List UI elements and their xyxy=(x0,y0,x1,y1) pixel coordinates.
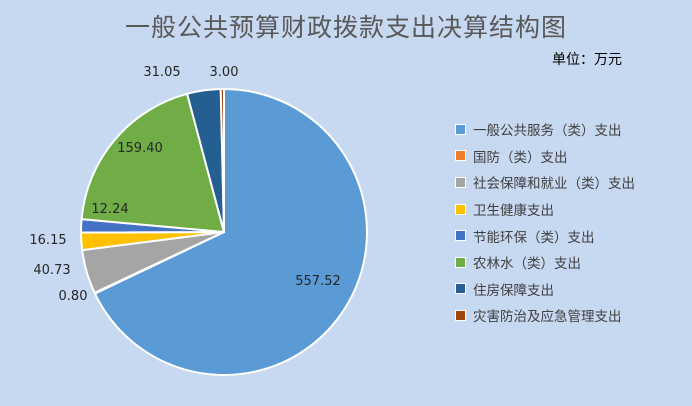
pie-slices xyxy=(79,87,368,376)
legend-label: 灾害防治及应急管理支出 xyxy=(473,309,622,326)
legend-label: 社会保障和就业（类）支出 xyxy=(473,176,635,193)
data-label-0: 557.52 xyxy=(295,274,341,289)
legend-item-0: 一般公共服务（类）支出 xyxy=(455,116,635,143)
unit-label: 单位：万元 xyxy=(552,52,622,68)
legend-item-6: 住房保障支出 xyxy=(455,276,635,303)
data-label-7: 3.00 xyxy=(210,65,239,80)
legend-item-3: 卫生健康支出 xyxy=(455,196,635,223)
legend-swatch xyxy=(455,150,466,162)
chart-title: 一般公共预算财政拨款支出决算结构图 xyxy=(124,13,567,42)
legend-item-7: 灾害防治及应急管理支出 xyxy=(455,302,635,329)
legend: 一般公共服务（类）支出 国防（类）支出社会保障和就业（类）支出 卫生健康支出节能环保… xyxy=(455,116,635,329)
pie-slice-7 xyxy=(219,87,225,233)
legend-swatch xyxy=(455,203,466,215)
legend-item-4: 节能环保（类）支出 xyxy=(455,222,635,249)
pie-slice-5 xyxy=(80,92,226,234)
legend-item-2: 社会保障和就业（类）支出 xyxy=(455,169,635,196)
data-label-3: 16.15 xyxy=(29,233,66,248)
legend-swatch xyxy=(455,176,466,188)
legend-label: 农林水（类）支出 xyxy=(473,256,581,273)
legend-swatch xyxy=(455,256,466,268)
legend-item-5: 农林水（类）支出 xyxy=(455,249,635,276)
legend-swatch xyxy=(455,283,466,295)
legend-label: 节能环保（类）支出 xyxy=(473,229,595,246)
data-label-6: 31.05 xyxy=(143,65,180,80)
legend-item-1: 国防（类）支出 xyxy=(455,143,635,170)
legend-swatch xyxy=(455,230,466,242)
legend-swatch xyxy=(455,123,466,135)
pie-slice-0 xyxy=(93,87,368,376)
data-label-4: 12.24 xyxy=(91,202,128,217)
data-label-1: 0.80 xyxy=(59,289,88,304)
legend-label: 卫生健康支出 xyxy=(473,203,554,220)
data-label-5: 159.40 xyxy=(117,141,163,156)
legend-label: 国防（类）支出 xyxy=(473,149,568,166)
data-label-2: 40.73 xyxy=(33,263,70,278)
pie-data-labels: 557.52 0.80 40.73 16.15 12.24 159.40 31.05 3.00 xyxy=(29,65,340,304)
legend-label: 住房保障支出 xyxy=(473,282,554,299)
legend-label: 一般公共服务（类）支出 xyxy=(473,123,622,140)
legend-swatch xyxy=(455,309,466,321)
